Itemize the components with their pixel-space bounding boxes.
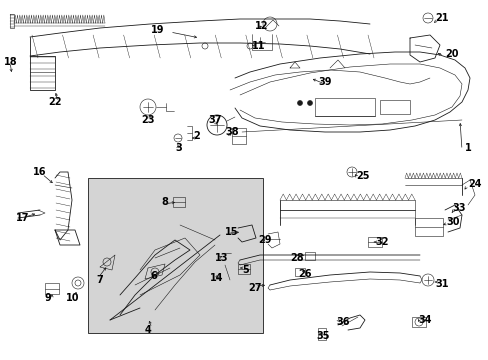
Text: 36: 36	[335, 317, 349, 327]
Bar	[88, 178, 263, 333]
Text: 31: 31	[434, 279, 447, 289]
Text: 21: 21	[434, 13, 447, 23]
Text: 19: 19	[151, 25, 164, 35]
Bar	[317, 328, 325, 340]
Text: 34: 34	[417, 315, 430, 325]
Text: 26: 26	[297, 269, 311, 279]
Text: 29: 29	[258, 235, 271, 245]
Bar	[294, 268, 305, 276]
Text: 39: 39	[318, 77, 331, 87]
Bar	[231, 128, 245, 144]
Text: 23: 23	[141, 115, 154, 125]
Text: 22: 22	[48, 97, 61, 107]
Bar	[45, 283, 59, 294]
Text: 15: 15	[224, 227, 238, 237]
Text: 33: 33	[451, 203, 465, 213]
Text: 1: 1	[464, 143, 471, 153]
Text: 18: 18	[4, 57, 18, 67]
Text: 5: 5	[242, 265, 248, 275]
Text: 10: 10	[66, 293, 80, 303]
Text: 3: 3	[175, 143, 182, 153]
Text: 2: 2	[193, 131, 199, 141]
Text: 37: 37	[207, 115, 221, 125]
Bar	[314, 98, 374, 116]
Bar	[411, 317, 425, 327]
Text: 16: 16	[33, 167, 47, 177]
Text: 8: 8	[161, 197, 167, 207]
Text: 30: 30	[445, 217, 459, 227]
Text: 35: 35	[315, 331, 329, 341]
Text: 11: 11	[251, 41, 265, 51]
Text: 12: 12	[254, 21, 268, 31]
Bar	[414, 218, 442, 236]
Text: 25: 25	[355, 171, 369, 181]
Bar	[367, 237, 381, 247]
Bar	[305, 252, 314, 260]
Text: 4: 4	[144, 325, 151, 335]
Text: 38: 38	[224, 127, 238, 137]
Bar	[173, 197, 184, 207]
Text: 32: 32	[374, 237, 387, 247]
Text: 28: 28	[289, 253, 303, 263]
Text: 24: 24	[467, 179, 481, 189]
Text: 14: 14	[209, 273, 223, 283]
Circle shape	[307, 100, 312, 105]
Text: 9: 9	[44, 293, 51, 303]
Circle shape	[297, 100, 302, 105]
Text: 13: 13	[215, 253, 228, 263]
Text: 17: 17	[16, 213, 29, 223]
Bar	[238, 264, 249, 274]
Bar	[379, 100, 409, 114]
Text: 7: 7	[96, 275, 102, 285]
Text: 6: 6	[150, 271, 157, 281]
Text: 20: 20	[444, 49, 458, 59]
Text: 27: 27	[247, 283, 261, 293]
